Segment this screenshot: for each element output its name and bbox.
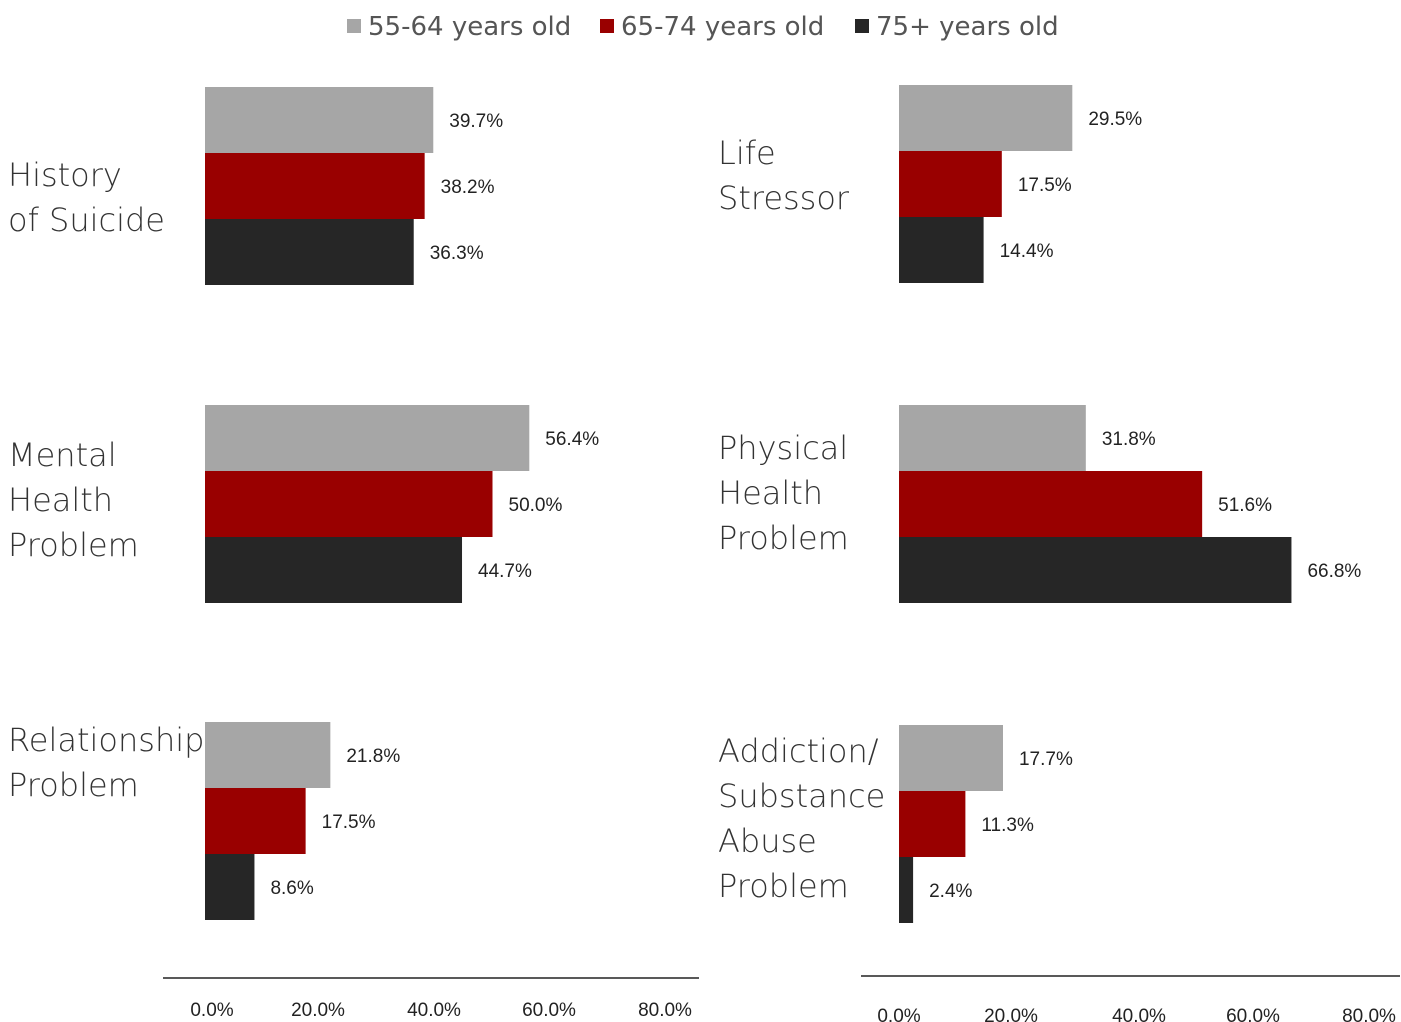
x-tick-label: 80.0% bbox=[1342, 1006, 1396, 1022]
data-label: 39.7% bbox=[449, 111, 503, 132]
bar-series-2 bbox=[205, 854, 255, 920]
bar-series-2 bbox=[899, 857, 914, 923]
bar-series-2 bbox=[205, 219, 414, 285]
category-label: Substance bbox=[718, 777, 885, 815]
category-label: History bbox=[8, 156, 122, 194]
bar-series-1 bbox=[899, 791, 966, 857]
data-label: 31.8% bbox=[1102, 429, 1156, 450]
bar-series-2 bbox=[899, 537, 1292, 603]
legend-label-1: 65-74 years old bbox=[621, 12, 824, 42]
data-label: 56.4% bbox=[545, 429, 599, 450]
category-label: Health bbox=[8, 481, 113, 519]
bar-series-1 bbox=[205, 788, 306, 854]
x-tick-label: 0.0% bbox=[877, 1006, 920, 1022]
legend-swatch-1 bbox=[600, 19, 614, 33]
bar-series-0 bbox=[899, 405, 1086, 471]
category-label: Stressor bbox=[718, 179, 850, 217]
chart-panel-0: History of Suicide 39.7% 38.2% 36.3% Mental He… bbox=[8, 87, 699, 1021]
bar-series-0 bbox=[899, 725, 1003, 791]
data-label: 8.6% bbox=[270, 878, 313, 899]
category-label: Problem bbox=[718, 867, 849, 905]
data-label: 17.5% bbox=[322, 812, 376, 833]
data-label: 17.5% bbox=[1018, 175, 1072, 196]
category-label: Mental bbox=[8, 436, 117, 474]
bar-series-1 bbox=[205, 153, 425, 219]
x-tick-label: 80.0% bbox=[638, 1000, 692, 1021]
data-label: 21.8% bbox=[346, 746, 400, 767]
legend-label-0: 55-64 years old bbox=[368, 12, 571, 42]
bar-series-2 bbox=[899, 217, 984, 283]
x-tick-label: 0.0% bbox=[190, 1000, 233, 1021]
data-label: 44.7% bbox=[478, 561, 532, 582]
category-label: Life bbox=[718, 134, 776, 172]
data-label: 29.5% bbox=[1088, 109, 1142, 130]
legend-swatch-0 bbox=[347, 19, 361, 33]
category-label: Relationship bbox=[8, 721, 204, 759]
data-label: 14.4% bbox=[1000, 241, 1054, 262]
category-label: Abuse bbox=[718, 822, 817, 860]
data-label: 66.8% bbox=[1307, 561, 1361, 582]
legend-label-2: 75+ years old bbox=[876, 12, 1059, 42]
data-label: 51.6% bbox=[1218, 495, 1272, 516]
category-label: Health bbox=[718, 474, 823, 512]
x-tick-label: 60.0% bbox=[522, 1000, 576, 1021]
bar-series-0 bbox=[205, 405, 530, 471]
legend-swatch-2 bbox=[855, 19, 869, 33]
bar-series-1 bbox=[899, 151, 1002, 217]
category-label: of Suicide bbox=[8, 201, 165, 239]
bar-series-1 bbox=[899, 471, 1203, 537]
bar-series-0 bbox=[899, 85, 1073, 151]
x-tick-label: 40.0% bbox=[407, 1000, 461, 1021]
x-tick-label: 20.0% bbox=[291, 1000, 345, 1021]
bar-series-1 bbox=[205, 471, 493, 537]
bar-series-0 bbox=[205, 722, 331, 788]
chart-panel-1: Life Stressor 29.5% 17.5% 14.4% Physical Healt… bbox=[718, 85, 1400, 1022]
x-tick-label: 40.0% bbox=[1112, 1006, 1166, 1022]
data-label: 50.0% bbox=[509, 495, 563, 516]
x-tick-label: 20.0% bbox=[984, 1006, 1038, 1022]
category-label: Physical bbox=[718, 429, 848, 467]
data-label: 36.3% bbox=[430, 243, 484, 264]
data-label: 11.3% bbox=[981, 815, 1034, 836]
category-label: Problem bbox=[8, 766, 139, 804]
data-label: 17.7% bbox=[1019, 749, 1073, 770]
chart-panels: History of Suicide 39.7% 38.2% 36.3% Mental He… bbox=[8, 85, 1400, 1022]
data-label: 2.4% bbox=[929, 881, 972, 902]
category-label: Problem bbox=[718, 519, 849, 557]
data-label: 38.2% bbox=[441, 177, 495, 198]
bar-series-2 bbox=[205, 537, 463, 603]
legend: 55-64 years old 65-74 years old 75+ years … bbox=[347, 12, 1059, 42]
category-label: Problem bbox=[8, 526, 139, 564]
category-label: Addiction/ bbox=[718, 732, 879, 770]
x-tick-label: 60.0% bbox=[1226, 1006, 1280, 1022]
bar-series-0 bbox=[205, 87, 434, 153]
